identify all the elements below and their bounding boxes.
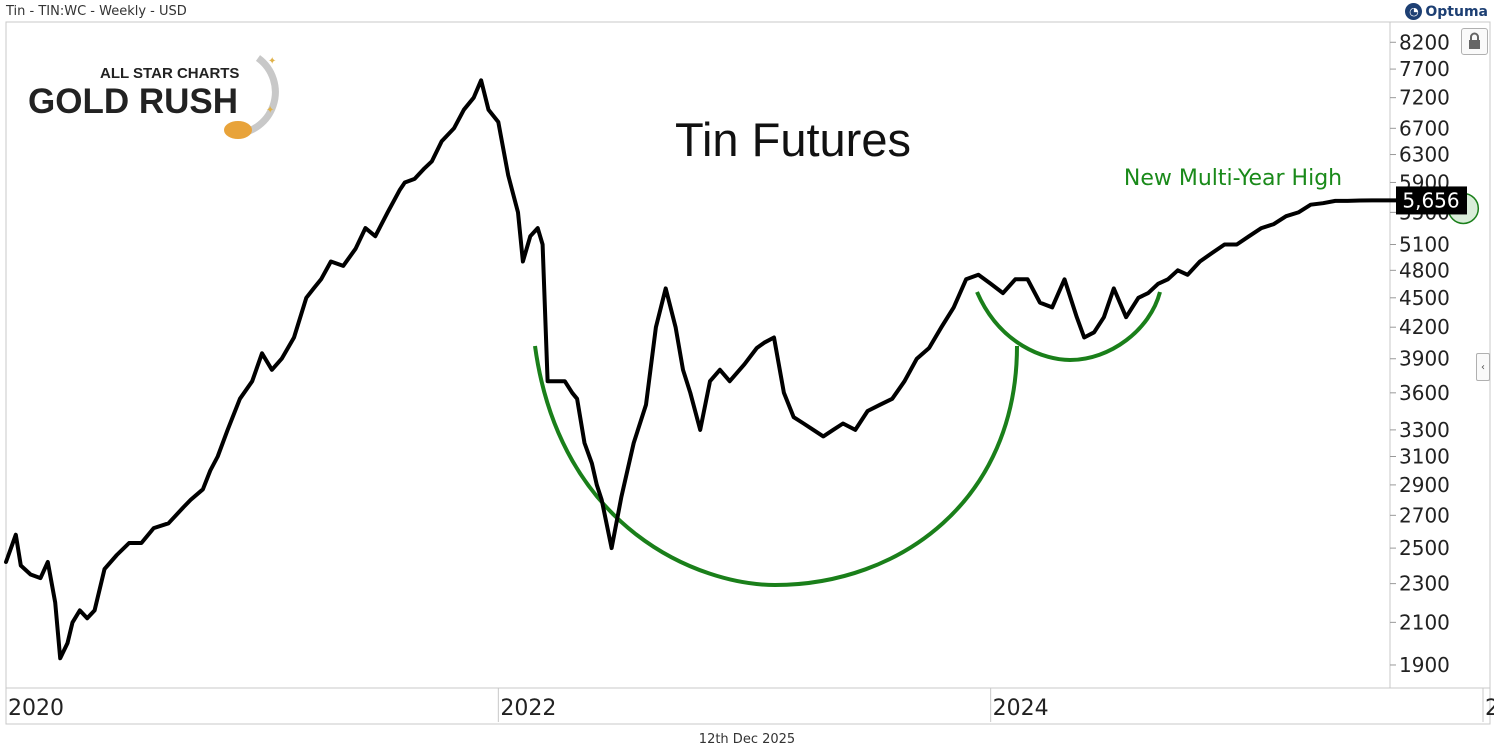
optuma-logo-icon: ◔ — [1405, 3, 1423, 20]
y-tick-label: 6300 — [1399, 143, 1450, 167]
brand-name: Optuma — [1425, 3, 1488, 20]
series-title: Tin - TIN:WC - Weekly - USD — [6, 4, 187, 19]
y-tick-label: 1900 — [1399, 653, 1450, 677]
x-tick-label: 2020 — [8, 696, 64, 721]
collapse-panel-button[interactable]: ‹ — [1476, 353, 1490, 381]
y-tick-label: 8200 — [1399, 30, 1450, 54]
y-tick-label: 7700 — [1399, 57, 1450, 81]
gold-nugget-icon — [224, 121, 252, 139]
sparkle-icon-2: ✦ — [266, 105, 274, 116]
x-tick-label: 2026 — [1485, 696, 1494, 721]
y-tick-label: 2300 — [1399, 572, 1450, 596]
y-axis: 8200770072006700630059005500510048004500… — [1390, 30, 1450, 677]
y-tick-label: 2700 — [1399, 503, 1450, 527]
sparkle-icon: ✦ — [268, 56, 276, 67]
y-tick-label: 4200 — [1399, 315, 1450, 339]
y-tick-label: 3600 — [1399, 381, 1450, 405]
y-tick-label: 6700 — [1399, 116, 1450, 140]
optuma-brand: ◔ Optuma — [1405, 3, 1488, 20]
chart-title: Tin Futures — [675, 113, 911, 166]
y-tick-label: 2100 — [1399, 610, 1450, 634]
x-axis: 2020 2022 2024 2026 — [5, 688, 1494, 722]
chevron-left-icon: ‹ — [1481, 361, 1485, 373]
x-tick-label: 2022 — [500, 696, 556, 721]
x-tick-label: 2024 — [993, 696, 1049, 721]
chart-border — [5, 21, 1491, 725]
annotation-new-high: New Multi-Year High — [1124, 166, 1342, 191]
lock-scale-button[interactable] — [1461, 28, 1488, 55]
logo-line-2: GOLD RUSH — [28, 82, 238, 121]
y-tick-label: 4800 — [1399, 258, 1450, 282]
y-tick-label: 2900 — [1399, 473, 1450, 497]
gold-rush-logo: ALL STAR CHARTS GOLD RUSH ✦ ✦ — [28, 55, 279, 139]
last-price-tag: 5,656 — [1396, 186, 1467, 215]
y-tick-label: 2500 — [1399, 536, 1450, 560]
y-tick-label: 4500 — [1399, 286, 1450, 310]
handle-pattern-curve — [975, 291, 1162, 363]
series-line-tin — [4, 78, 1466, 661]
y-tick-label: 7200 — [1399, 86, 1450, 110]
y-tick-label: 3300 — [1399, 418, 1450, 442]
logo-line-1: ALL STAR CHARTS — [100, 65, 239, 82]
y-tick-label: 3900 — [1399, 347, 1450, 371]
footer-date: 12th Dec 2025 — [698, 732, 796, 747]
y-tick-label: 5100 — [1399, 233, 1450, 257]
last-price-label: 5,656 — [1402, 188, 1459, 212]
padlock-icon — [1469, 32, 1480, 49]
cup-pattern-curve — [533, 345, 1019, 588]
y-tick-label: 3100 — [1399, 445, 1450, 469]
last-price-background — [1396, 186, 1467, 215]
